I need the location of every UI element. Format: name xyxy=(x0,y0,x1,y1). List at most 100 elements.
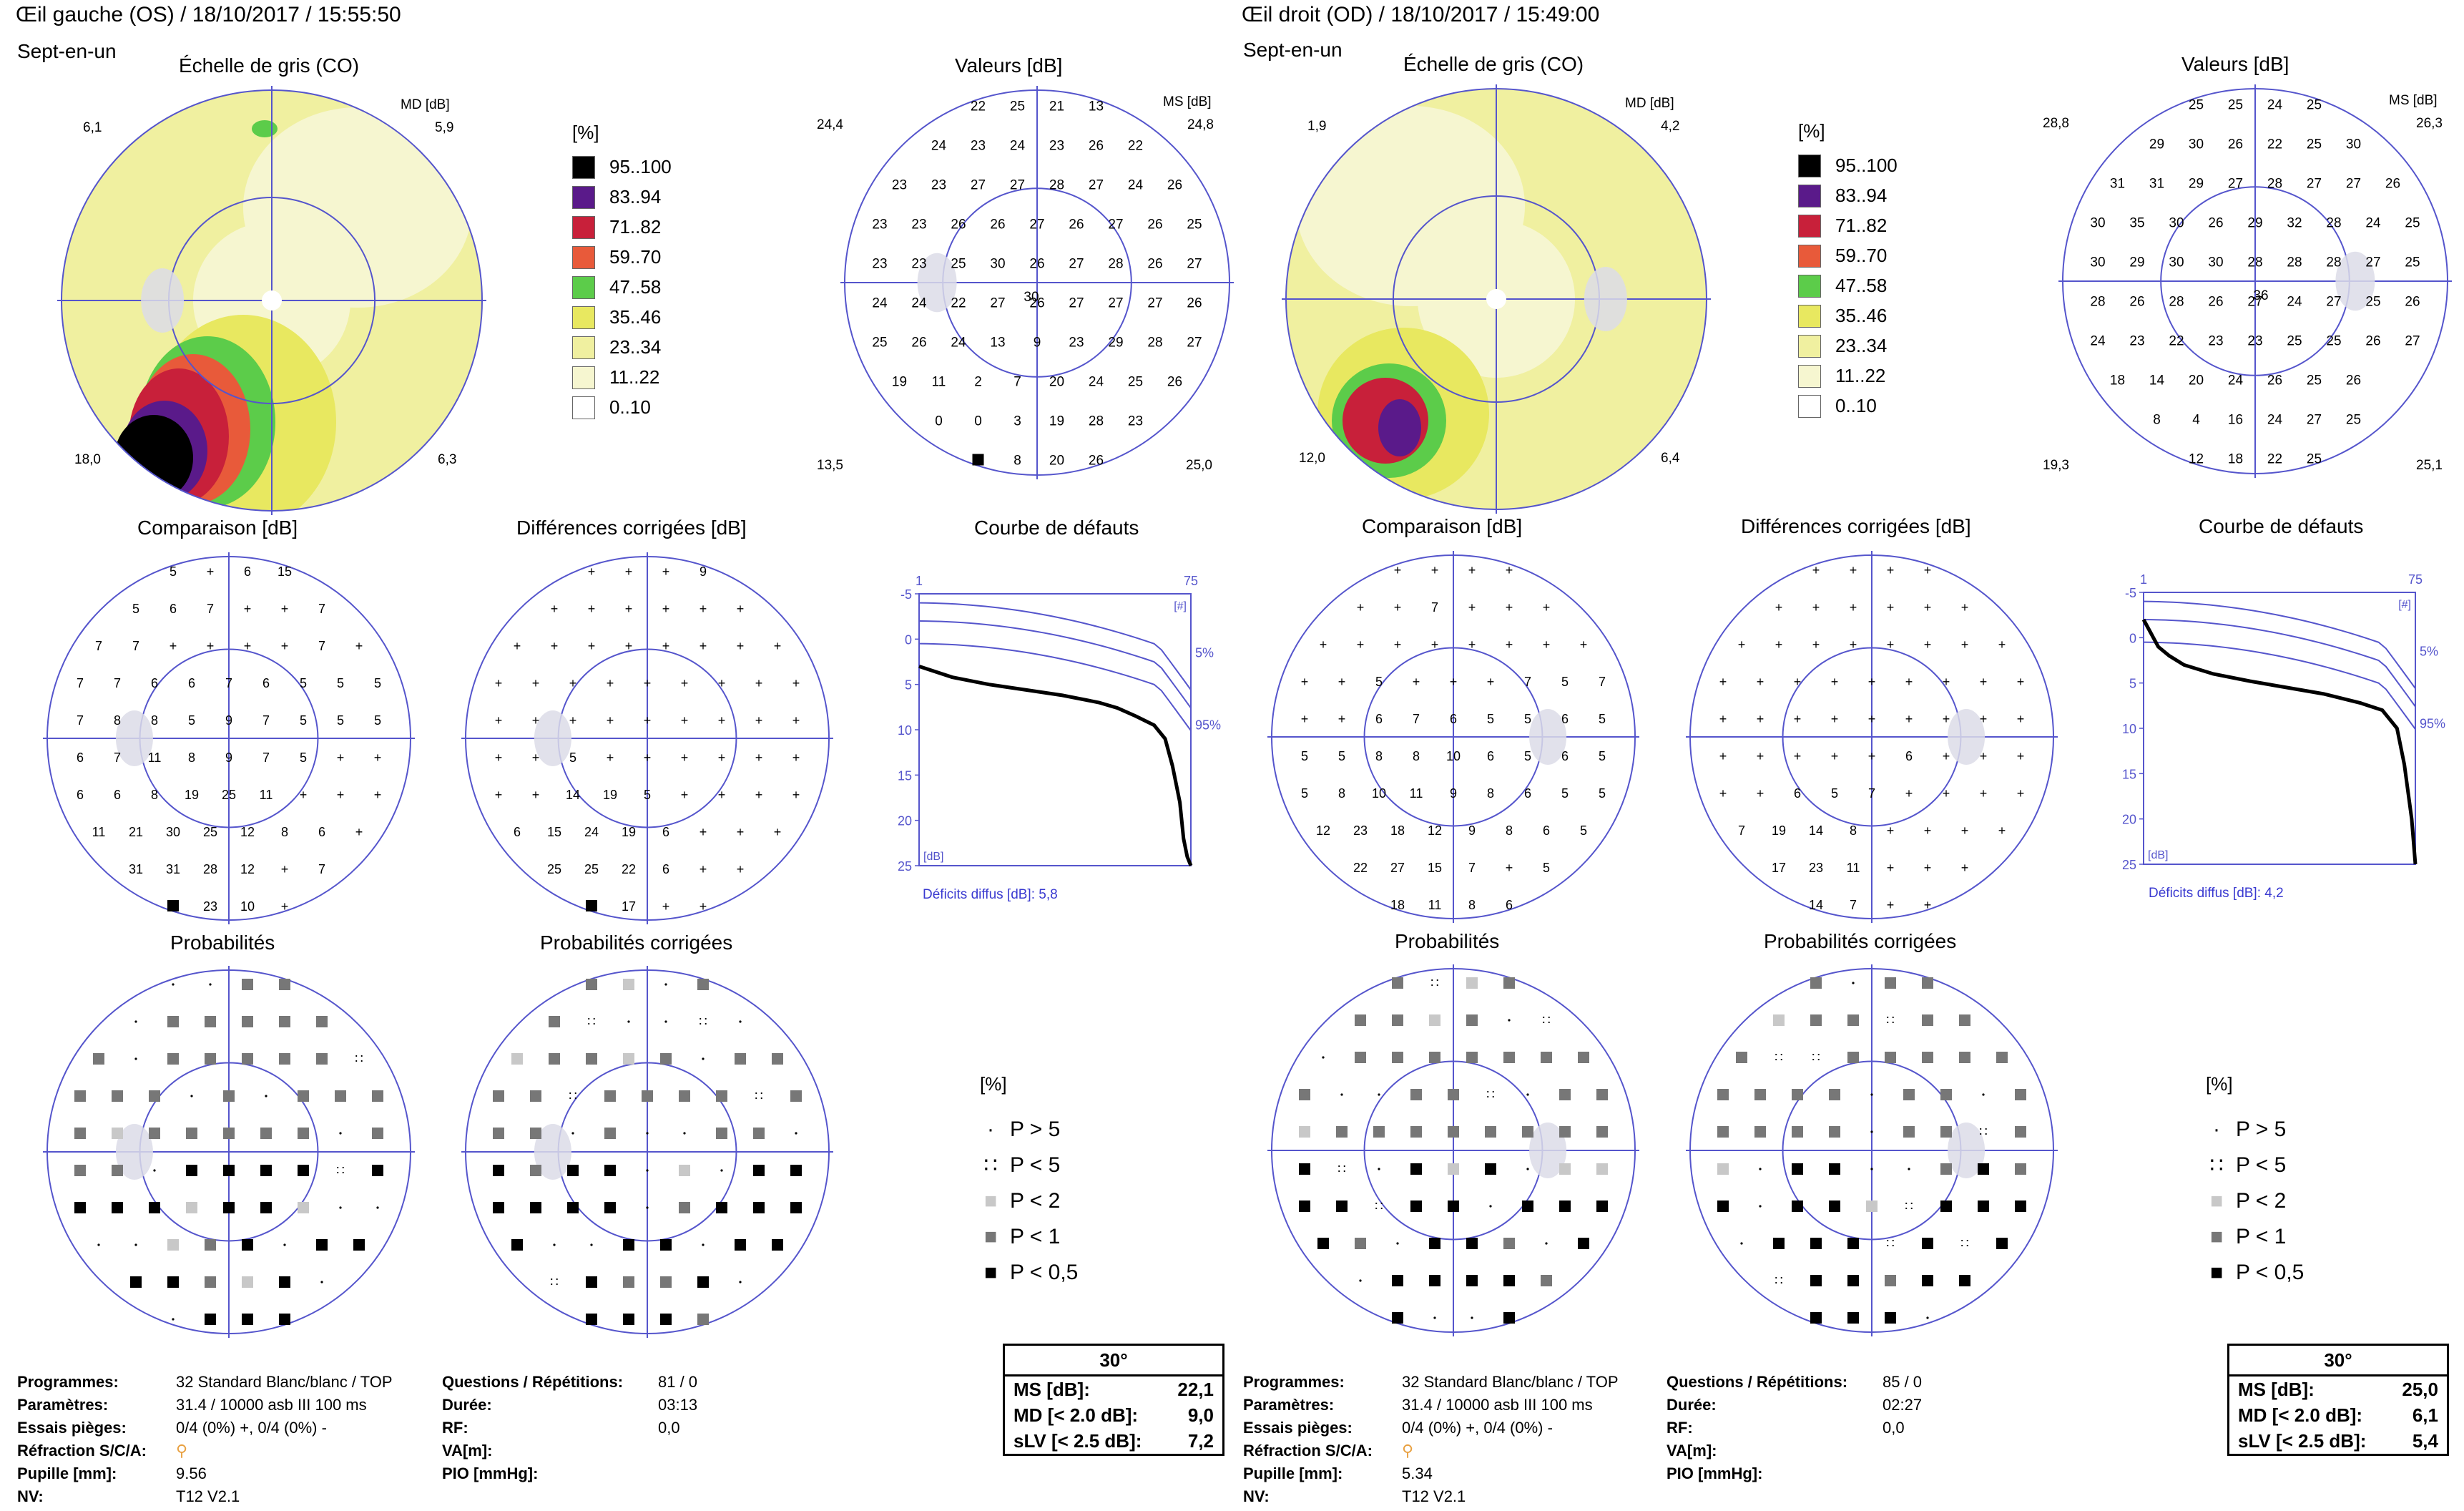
right-eye-title: Œil droit (OD) / 18/10/2017 / 15:49:00 xyxy=(1242,3,1600,26)
grid-value: + xyxy=(588,564,596,579)
p-gt-5-mark xyxy=(153,1169,156,1172)
grid-value: 28 xyxy=(1108,257,1123,272)
grid-value: 29 xyxy=(2149,137,2164,152)
p-gt-5-mark xyxy=(1870,1130,1873,1133)
grid-value: + xyxy=(588,639,596,653)
grid-value: 24 xyxy=(1089,375,1104,390)
p-lt-05-mark xyxy=(1829,1201,1840,1212)
grid-value: + xyxy=(569,713,577,728)
left-eye-title: Œil gauche (OS) / 18/10/2017 / 15:55:50 xyxy=(16,3,401,26)
right-summary-box: 30° MS [dB]: 25,0 MD [< 2.0 dB]: 6,1 sLV [… xyxy=(2227,1344,2449,1456)
p-lt-05-mark xyxy=(753,1165,765,1176)
grid-value: + xyxy=(1775,600,1783,615)
p-lt-5-mark: ∷ xyxy=(1486,1087,1494,1102)
grid-value: 11 xyxy=(1847,861,1860,875)
p-lt-05-mark xyxy=(1922,1238,1933,1249)
legend-swatch xyxy=(572,246,595,269)
p-gt-5-mark xyxy=(134,1057,137,1060)
grid-value: + xyxy=(1357,600,1365,615)
p-lt-5-mark: ∷ xyxy=(569,1089,576,1103)
grid-value: 8 xyxy=(1468,898,1476,912)
grid-value: 16 xyxy=(2228,413,2243,428)
p-gt-5-mark xyxy=(646,1169,649,1172)
grid-value: + xyxy=(1468,600,1476,615)
grid-value: 28 xyxy=(203,862,217,876)
grid-value: 29 xyxy=(2189,177,2204,192)
grid-value: 9 xyxy=(1468,823,1476,838)
grid-value: + xyxy=(700,825,707,839)
grid-value: + xyxy=(1961,861,1969,875)
p-lt-1-mark xyxy=(1485,1126,1496,1138)
p-lt-05-mark xyxy=(1885,1312,1896,1324)
grid-value: + xyxy=(1431,563,1439,577)
grid-value: 6 xyxy=(1450,712,1457,726)
right-corner-br: 6,4 xyxy=(1661,451,1680,466)
p-lt-2-mark xyxy=(1717,1163,1729,1175)
grid-value: 7 xyxy=(1738,823,1745,838)
legend-unit: [%] xyxy=(572,122,599,143)
p-gt-5-mark xyxy=(1759,1168,1762,1170)
grid-value: 5 xyxy=(1338,749,1345,763)
summary-row-md: MD [< 2.0 dB]: 6,1 xyxy=(2229,1402,2447,1428)
p-lt-1-mark xyxy=(642,1090,653,1102)
p-lt-1-mark xyxy=(242,1016,253,1027)
grid-value: 27 xyxy=(1029,217,1044,233)
grid-value: 11 xyxy=(1428,898,1442,912)
p-lt-1-mark xyxy=(335,1090,346,1102)
grid-value: 27 xyxy=(1010,178,1025,193)
grid-value: 11 xyxy=(260,788,273,802)
grid-value: 18 xyxy=(1390,898,1405,912)
p-lt-5-mark: ∷ xyxy=(355,1052,363,1066)
p-lt-1-mark xyxy=(604,1090,616,1102)
grid-value: 27 xyxy=(2228,177,2243,192)
label: Pupille [mm]: xyxy=(1243,1464,1343,1482)
p-lt-05-mark xyxy=(790,1165,802,1176)
right-val-br: 25,1 xyxy=(2416,458,2443,473)
grid-value: + xyxy=(1543,600,1551,615)
grid-value: + xyxy=(1543,637,1551,652)
grid-value: + xyxy=(1394,600,1402,615)
grid-value: 8 xyxy=(1850,823,1857,838)
value: 02:27 xyxy=(1883,1396,1923,1414)
p-lt-5-mark: ∷ xyxy=(1979,1125,1987,1139)
grid-value: + xyxy=(1924,823,1932,838)
grid-value: 6 xyxy=(77,788,84,802)
grid-value: 26 xyxy=(911,336,926,351)
grid-value: 25 xyxy=(222,788,236,802)
p-lt-05-mark xyxy=(316,1239,328,1251)
p-gt-5-mark xyxy=(1526,1093,1529,1096)
p-lt-05-mark xyxy=(623,1314,634,1325)
grid-value: 5 xyxy=(1580,823,1587,838)
grid-value: + xyxy=(700,602,707,616)
grid-value: 4 xyxy=(2192,413,2200,428)
p-lt-05-mark xyxy=(1429,1275,1440,1286)
grid-value: 8 xyxy=(2153,413,2161,428)
value: 0,0 xyxy=(658,1419,680,1437)
p-lt-5-mark: ∷ xyxy=(755,1089,762,1103)
p-lt-1-mark xyxy=(1885,977,1896,989)
value: 32 Standard Blanc/blanc / TOP xyxy=(1402,1373,1619,1391)
legend-label: 71..82 xyxy=(1835,215,1888,236)
reference-curve xyxy=(2143,641,2416,730)
y-tick-label: -5 xyxy=(900,587,912,602)
p-lt-05-mark xyxy=(1810,1238,1822,1249)
p-gt-5-mark xyxy=(702,1243,705,1246)
grid-value: 6 xyxy=(662,862,669,876)
p-gt-5-mark xyxy=(1740,1242,1743,1245)
grid-value: + xyxy=(737,639,745,653)
p-lt-05-mark xyxy=(1810,1275,1822,1286)
grid-value: 14 xyxy=(566,788,580,802)
grid-value: 7 xyxy=(1524,675,1531,689)
p-gt-5-mark xyxy=(1852,982,1855,984)
grid-value: 25 xyxy=(2307,98,2322,113)
grid-value: 26 xyxy=(1089,454,1104,469)
grid-value: + xyxy=(700,639,707,653)
p-lt-1-mark xyxy=(1922,977,1933,989)
p-lt-1-mark xyxy=(1754,1089,1766,1100)
p-lt-5-mark: ∷ xyxy=(1775,1273,1782,1288)
grid-value: + xyxy=(244,602,252,616)
p-gt-5-mark xyxy=(172,983,175,986)
grid-value: + xyxy=(1980,786,1988,801)
label: Durée: xyxy=(442,1396,492,1414)
fixation-point xyxy=(1486,289,1506,309)
